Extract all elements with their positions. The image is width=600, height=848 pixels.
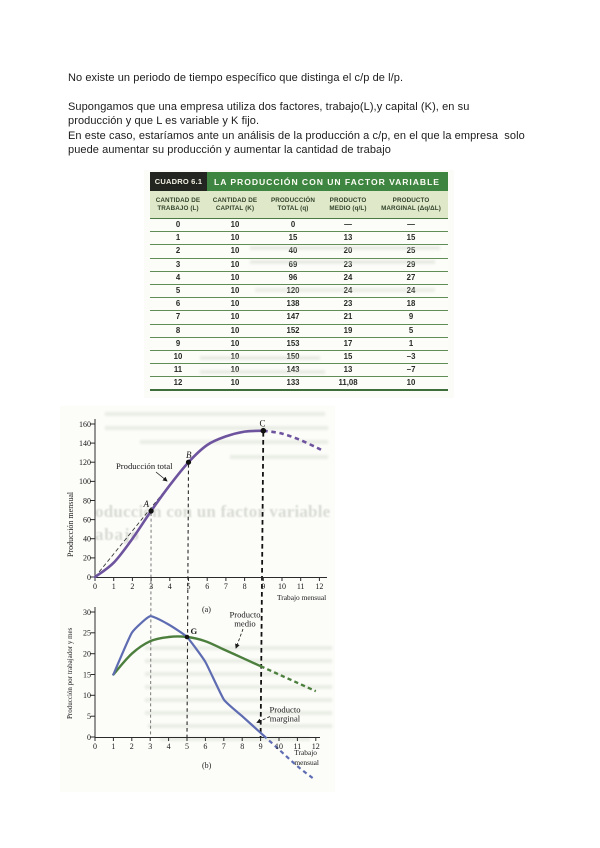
svg-text:6: 6 (203, 742, 207, 751)
svg-text:0: 0 (93, 742, 97, 751)
svg-text:1: 1 (111, 742, 115, 751)
svg-text:11: 11 (297, 582, 305, 591)
svg-text:3: 3 (149, 582, 153, 591)
svg-text:Producción total: Producción total (116, 461, 173, 471)
svg-text:9: 9 (259, 742, 263, 751)
svg-text:G: G (191, 626, 198, 636)
svg-text:9: 9 (261, 582, 265, 591)
svg-text:25: 25 (83, 629, 91, 638)
svg-text:4: 4 (168, 582, 172, 591)
svg-text:20: 20 (83, 554, 91, 563)
svg-text:5: 5 (187, 582, 191, 591)
svg-text:4: 4 (167, 742, 171, 751)
svg-text:140: 140 (79, 439, 91, 448)
svg-text:Producto: Producto (269, 705, 300, 715)
svg-text:B: B (186, 450, 192, 460)
svg-text:11: 11 (294, 742, 302, 751)
svg-text:Producción mensual: Producción mensual (66, 491, 75, 557)
svg-text:15: 15 (83, 670, 91, 679)
svg-text:8: 8 (240, 742, 244, 751)
svg-text:1: 1 (112, 582, 116, 591)
svg-text:5: 5 (87, 712, 91, 721)
svg-text:10: 10 (275, 742, 283, 751)
svg-text:2: 2 (130, 582, 134, 591)
svg-text:marginal: marginal (270, 714, 301, 724)
svg-text:Trabajo: Trabajo (294, 748, 317, 757)
svg-text:(b): (b) (202, 761, 212, 770)
svg-text:160: 160 (79, 420, 91, 429)
svg-text:12: 12 (312, 742, 320, 751)
svg-text:0: 0 (93, 582, 97, 591)
svg-text:7: 7 (222, 742, 226, 751)
svg-text:100: 100 (79, 477, 91, 486)
svg-text:7: 7 (224, 582, 228, 591)
svg-text:A: A (143, 499, 150, 509)
svg-text:8: 8 (243, 582, 247, 591)
svg-text:10: 10 (83, 691, 91, 700)
svg-text:30: 30 (83, 608, 91, 617)
svg-text:(a): (a) (202, 605, 211, 614)
svg-text:3: 3 (148, 742, 152, 751)
svg-text:6: 6 (205, 582, 209, 591)
svg-text:80: 80 (83, 496, 91, 505)
svg-text:mensual: mensual (294, 758, 319, 767)
svg-text:12: 12 (315, 582, 323, 591)
svg-text:40: 40 (83, 535, 91, 544)
svg-text:2: 2 (130, 742, 134, 751)
svg-text:60: 60 (83, 515, 91, 524)
svg-text:Producto: Producto (229, 610, 260, 620)
svg-text:120: 120 (79, 458, 91, 467)
svg-text:0: 0 (87, 733, 91, 742)
svg-text:C: C (260, 419, 266, 429)
svg-text:Trabajo mensual: Trabajo mensual (277, 593, 326, 602)
svg-text:5: 5 (185, 742, 189, 751)
svg-text:medio: medio (234, 619, 255, 629)
svg-text:10: 10 (278, 582, 286, 591)
svg-text:Producción por trabajador y me: Producción por trabajador y mes (66, 627, 74, 719)
svg-text:0: 0 (87, 573, 91, 582)
svg-text:20: 20 (83, 650, 91, 659)
